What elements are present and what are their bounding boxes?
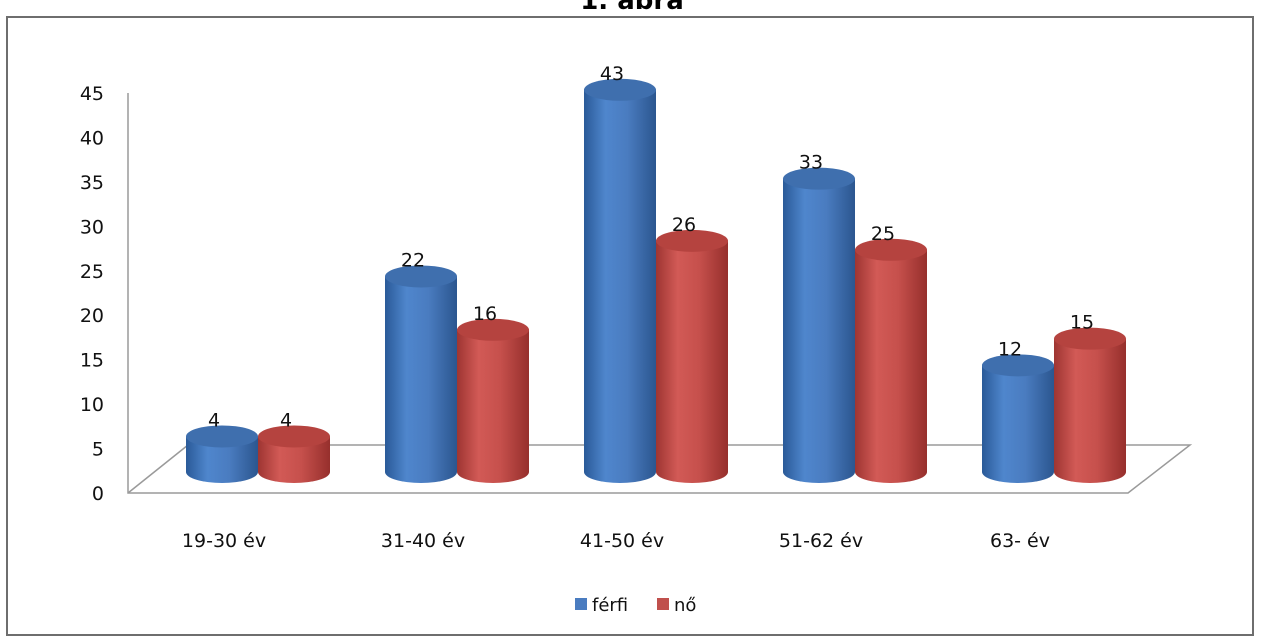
bar-body (385, 276, 457, 483)
y-tick-label: 25 (80, 261, 104, 283)
bar-body (783, 178, 855, 483)
chart-frame (6, 16, 1254, 636)
bar-body (1054, 338, 1126, 483)
bar-body (258, 436, 330, 483)
x-tick-label: 19-30 év (182, 530, 266, 552)
axes: 0 5 10 15 20 25 30 35 40 45 19-30 év 31-40 év 41-50 … (80, 83, 1193, 552)
y-tick-label: 0 (92, 483, 104, 505)
x-tick-label: 63- év (990, 530, 1050, 552)
legend-label: nő (674, 595, 696, 616)
y-tick-label: 40 (80, 127, 104, 149)
data-label: 26 (672, 214, 696, 236)
bar-ferfi (783, 167, 855, 483)
bar-body (982, 365, 1054, 483)
data-label: 43 (600, 63, 624, 85)
bars (186, 78, 1126, 484)
data-label: 16 (473, 303, 497, 325)
y-tick-label: 45 (80, 83, 104, 105)
y-tick-label: 5 (92, 439, 104, 461)
y-tick-label: 20 (80, 305, 104, 327)
y-tick-label: 10 (80, 394, 104, 416)
data-label: 4 (208, 409, 220, 431)
y-tick-label: 35 (80, 172, 104, 194)
bar-top (457, 318, 529, 341)
data-label: 12 (998, 338, 1022, 360)
floor-edge (127, 444, 189, 494)
bar-ferfi (385, 265, 457, 483)
bar-top (982, 354, 1054, 377)
bar-no (457, 318, 529, 483)
bar-body (584, 89, 656, 484)
bar-no (656, 229, 728, 483)
bar-top (1054, 327, 1126, 350)
x-tick-label: 41-50 év (580, 530, 664, 552)
bar-ferfi (186, 425, 258, 483)
legend-label: férfi (592, 595, 628, 616)
bar-top (783, 167, 855, 190)
bar-no (258, 425, 330, 483)
bar-body (457, 329, 529, 483)
legend-swatch (575, 598, 587, 610)
bar-no (855, 238, 927, 483)
data-label: 4 (280, 409, 292, 431)
x-tick-label: 51-62 év (779, 530, 863, 552)
bar-ferfi (584, 78, 656, 484)
data-label: 15 (1070, 312, 1094, 334)
x-tick-label: 31-40 év (381, 530, 465, 552)
bar-ferfi (982, 354, 1054, 483)
bar-body (656, 240, 728, 483)
bar-top (385, 265, 457, 288)
bar-no (1054, 327, 1126, 483)
bar-top (584, 78, 656, 101)
y-tick-label: 30 (80, 216, 104, 238)
bar-body (855, 249, 927, 483)
bar-body (186, 436, 258, 483)
legend-swatch (657, 598, 669, 610)
data-labels: 4 4 22 16 43 26 33 25 12 15 (208, 63, 1094, 432)
chart-title: 1. ábra (580, 0, 684, 16)
bar-top (186, 425, 258, 448)
data-label: 33 (799, 152, 823, 174)
data-label: 22 (401, 249, 425, 271)
bar-top (258, 425, 330, 448)
data-label: 25 (871, 223, 895, 245)
bar-top (656, 229, 728, 252)
bar-top (855, 238, 927, 261)
legend: férfi nő (575, 595, 696, 616)
y-tick-label: 15 (80, 350, 104, 372)
